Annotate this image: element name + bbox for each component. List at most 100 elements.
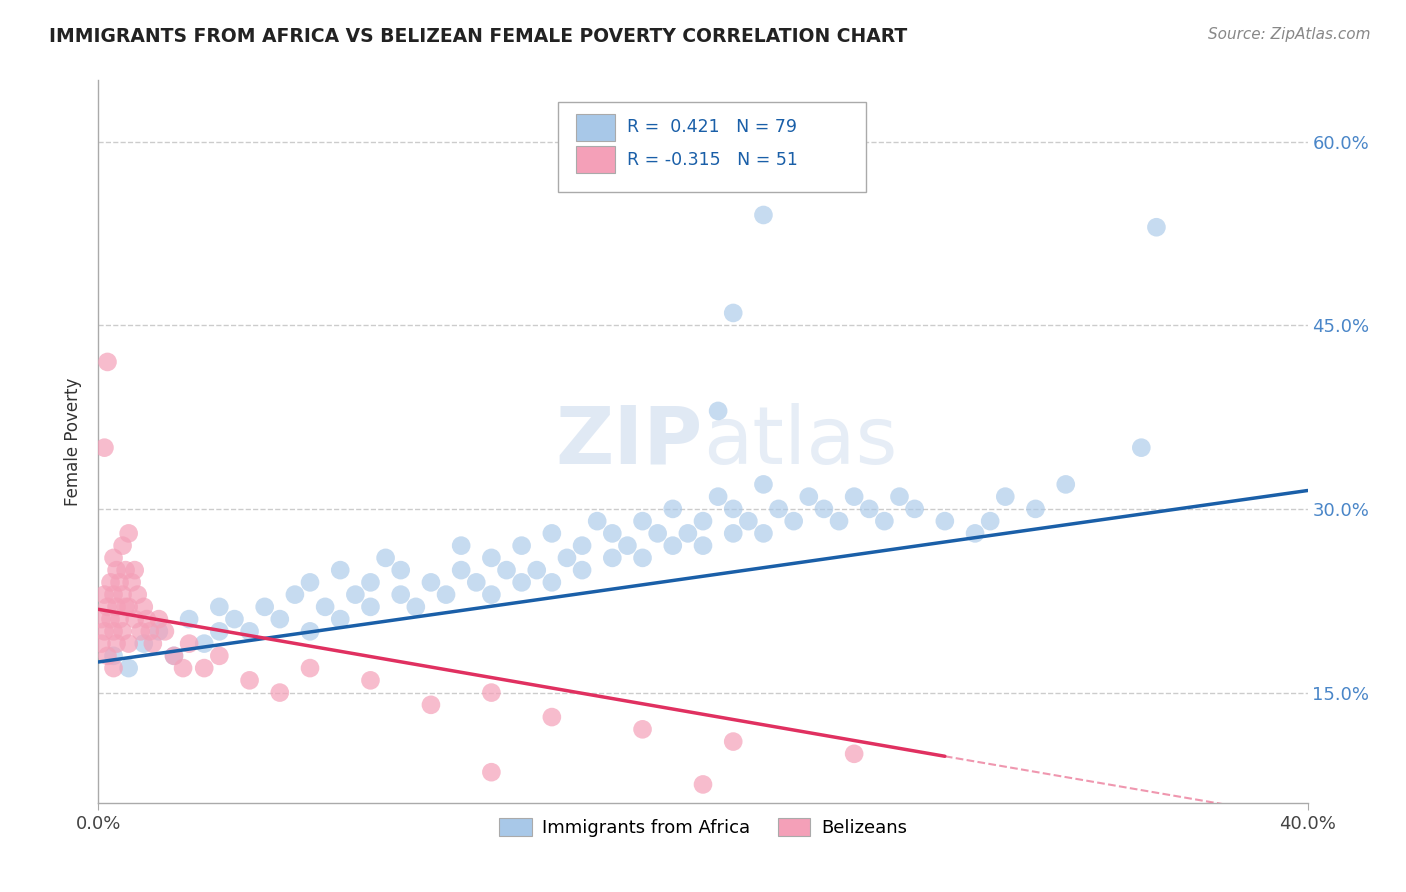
Point	[239, 624, 262, 639]
Point	[179, 612, 201, 626]
Point	[692, 777, 714, 791]
Point	[676, 526, 699, 541]
Point	[420, 575, 443, 590]
Point	[526, 563, 548, 577]
Point	[661, 502, 683, 516]
Point	[889, 490, 911, 504]
Point	[148, 624, 170, 639]
Point	[752, 208, 775, 222]
Point	[103, 661, 125, 675]
Point	[994, 490, 1017, 504]
Point	[253, 599, 276, 614]
FancyBboxPatch shape	[558, 102, 866, 193]
Y-axis label: Female Poverty: Female Poverty	[65, 377, 83, 506]
Point	[723, 306, 745, 320]
Text: Source: ZipAtlas.com: Source: ZipAtlas.com	[1208, 27, 1371, 42]
Point	[783, 514, 806, 528]
Point	[329, 563, 352, 577]
Point	[103, 588, 125, 602]
Point	[96, 648, 118, 663]
Point	[124, 612, 146, 626]
Point	[193, 637, 215, 651]
Point	[631, 723, 654, 737]
Point	[904, 502, 927, 516]
Point	[707, 490, 730, 504]
Point	[723, 734, 745, 748]
Point	[420, 698, 443, 712]
Point	[797, 490, 820, 504]
Point	[934, 514, 956, 528]
Point	[389, 563, 412, 577]
Point	[360, 599, 382, 614]
Point	[481, 765, 503, 780]
Point	[118, 661, 141, 675]
Point	[114, 599, 136, 614]
Point	[510, 539, 533, 553]
Point	[510, 575, 533, 590]
Point	[602, 526, 624, 541]
Point	[495, 563, 517, 577]
Point	[124, 563, 146, 577]
Point	[707, 404, 730, 418]
Point	[105, 599, 128, 614]
Point	[153, 624, 176, 639]
Point	[224, 612, 246, 626]
Point	[631, 514, 654, 528]
Point	[139, 624, 162, 639]
Point	[103, 550, 125, 565]
Point	[111, 624, 134, 639]
Point	[450, 563, 472, 577]
Point	[737, 514, 759, 528]
Point	[103, 648, 125, 663]
Point	[208, 648, 231, 663]
Point	[434, 588, 457, 602]
Point	[571, 539, 593, 553]
Point	[284, 588, 307, 602]
Point	[121, 575, 143, 590]
Point	[602, 550, 624, 565]
Point	[1130, 441, 1153, 455]
Point	[692, 539, 714, 553]
Bar	[576, 146, 614, 173]
Point	[405, 599, 427, 614]
Point	[723, 526, 745, 541]
Legend: Immigrants from Africa, Belizeans: Immigrants from Africa, Belizeans	[492, 811, 914, 845]
Text: R = -0.315   N = 51: R = -0.315 N = 51	[627, 151, 797, 169]
Point	[103, 624, 125, 639]
Point	[450, 539, 472, 553]
Point	[540, 575, 562, 590]
Point	[752, 477, 775, 491]
Point	[118, 526, 141, 541]
Point	[586, 514, 609, 528]
Point	[299, 624, 322, 639]
Point	[299, 575, 322, 590]
Point	[96, 355, 118, 369]
Point	[616, 539, 638, 553]
Point	[108, 612, 131, 626]
Point	[481, 685, 503, 699]
Point	[208, 624, 231, 639]
Point	[360, 575, 382, 590]
Point	[813, 502, 835, 516]
Point	[127, 588, 149, 602]
Point	[1054, 477, 1077, 491]
Point	[858, 502, 880, 516]
Point	[93, 441, 115, 455]
Point	[163, 648, 186, 663]
Point	[314, 599, 336, 614]
Point	[111, 539, 134, 553]
Point	[1024, 502, 1046, 516]
Point	[90, 612, 112, 626]
Point	[179, 637, 201, 651]
Point	[661, 539, 683, 553]
Point	[100, 612, 122, 626]
Point	[844, 490, 866, 504]
Point	[828, 514, 851, 528]
Point	[465, 575, 488, 590]
Point	[844, 747, 866, 761]
Point	[723, 502, 745, 516]
Point	[108, 575, 131, 590]
Point	[118, 637, 141, 651]
Point	[647, 526, 669, 541]
Point	[540, 710, 562, 724]
